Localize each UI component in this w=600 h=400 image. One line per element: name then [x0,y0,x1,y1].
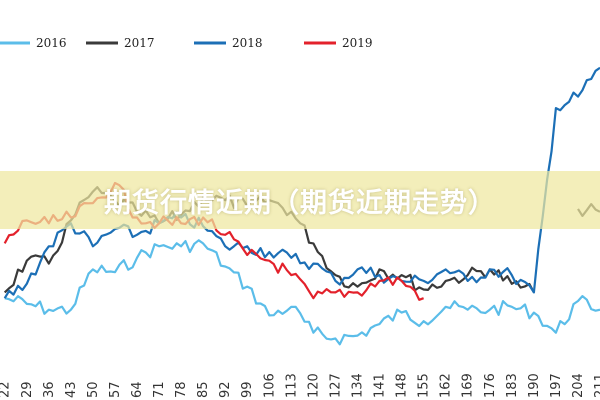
x-tick-label: 197 [549,373,564,398]
title-banner: 期货行情近期（期货近期走势） [0,171,600,229]
x-tick-label: 92 [218,381,233,398]
x-tick-label: 190 [527,373,542,398]
x-tick-label: 162 [439,373,454,398]
x-tick-label: 22 [0,381,13,398]
x-tick-label: 155 [417,373,432,398]
x-tick-label: 113 [284,373,299,398]
x-tick-label: 127 [328,373,343,398]
series-line-2016 [4,239,600,346]
x-tick-label: 134 [351,373,366,398]
legend: 2016 2017 2018 2019 [0,36,373,50]
x-tick-label: 57 [108,381,123,398]
legend-label-2016: 2016 [36,36,67,50]
x-tick-label: 36 [42,381,57,398]
x-tick-label: 183 [505,373,520,398]
x-tick-label: 64 [130,381,145,398]
x-tick-label: 50 [86,381,101,398]
x-tick-label: 204 [571,373,586,398]
legend-label-2018: 2018 [232,36,263,50]
x-tick-label: 148 [395,373,410,398]
x-tick-label: 71 [152,381,167,398]
x-tick-label: 176 [483,373,498,398]
x-tick-label: 99 [240,381,255,398]
x-tick-label: 78 [174,381,189,398]
series-line-2018 [3,66,600,299]
legend-label-2019: 2019 [342,36,373,50]
x-tick-label: 29 [20,381,35,398]
x-tick-label: 120 [306,373,321,398]
x-tick-label: 211 [593,373,600,398]
x-tick-label: 106 [262,373,277,398]
x-tick-label: 85 [196,381,211,398]
banner-title: 期货行情近期（期货近期走势） [104,187,496,219]
x-axis-ticks: 22 29 36 43 50 57 64 71 78 85 92 99 106 113 120 127 134 1… [0,373,600,398]
legend-label-2017: 2017 [124,36,155,50]
x-tick-label: 141 [373,373,388,398]
x-tick-label: 169 [461,373,476,398]
x-tick-label: 43 [64,381,79,398]
